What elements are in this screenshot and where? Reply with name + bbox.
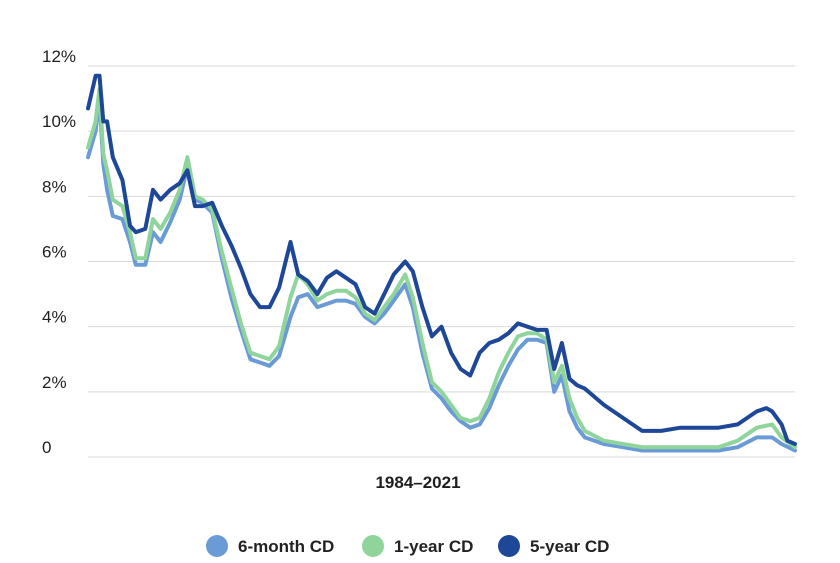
y-tick-label: 0 — [42, 438, 51, 457]
series-line-1-year-cd — [86, 86, 797, 450]
series-lines — [86, 73, 797, 453]
legend-label: 1-year CD — [394, 537, 473, 556]
series-line-5-year-cd — [86, 73, 797, 446]
y-axis-ticks: 0 2% 4% 6% 8% 10% 12% — [42, 47, 76, 457]
y-tick-label: 8% — [42, 177, 67, 196]
legend-label: 5-year CD — [530, 537, 609, 556]
y-tick-label: 10% — [42, 112, 76, 131]
legend: 6-month CD 1-year CD 5-year CD — [206, 535, 609, 557]
legend-item: 5-year CD — [498, 535, 609, 557]
y-tick-label: 12% — [42, 47, 76, 66]
legend-label: 6-month CD — [238, 537, 334, 556]
legend-swatch — [498, 535, 520, 557]
legend-item: 6-month CD — [206, 535, 334, 557]
x-axis-label: 1984–2021 — [375, 473, 460, 492]
series-line-6-month-cd — [86, 96, 797, 453]
legend-swatch — [206, 535, 228, 557]
legend-swatch — [362, 535, 384, 557]
y-tick-label: 4% — [42, 308, 67, 327]
y-tick-label: 2% — [42, 373, 67, 392]
y-tick-label: 6% — [42, 243, 67, 262]
legend-item: 1-year CD — [362, 535, 473, 557]
